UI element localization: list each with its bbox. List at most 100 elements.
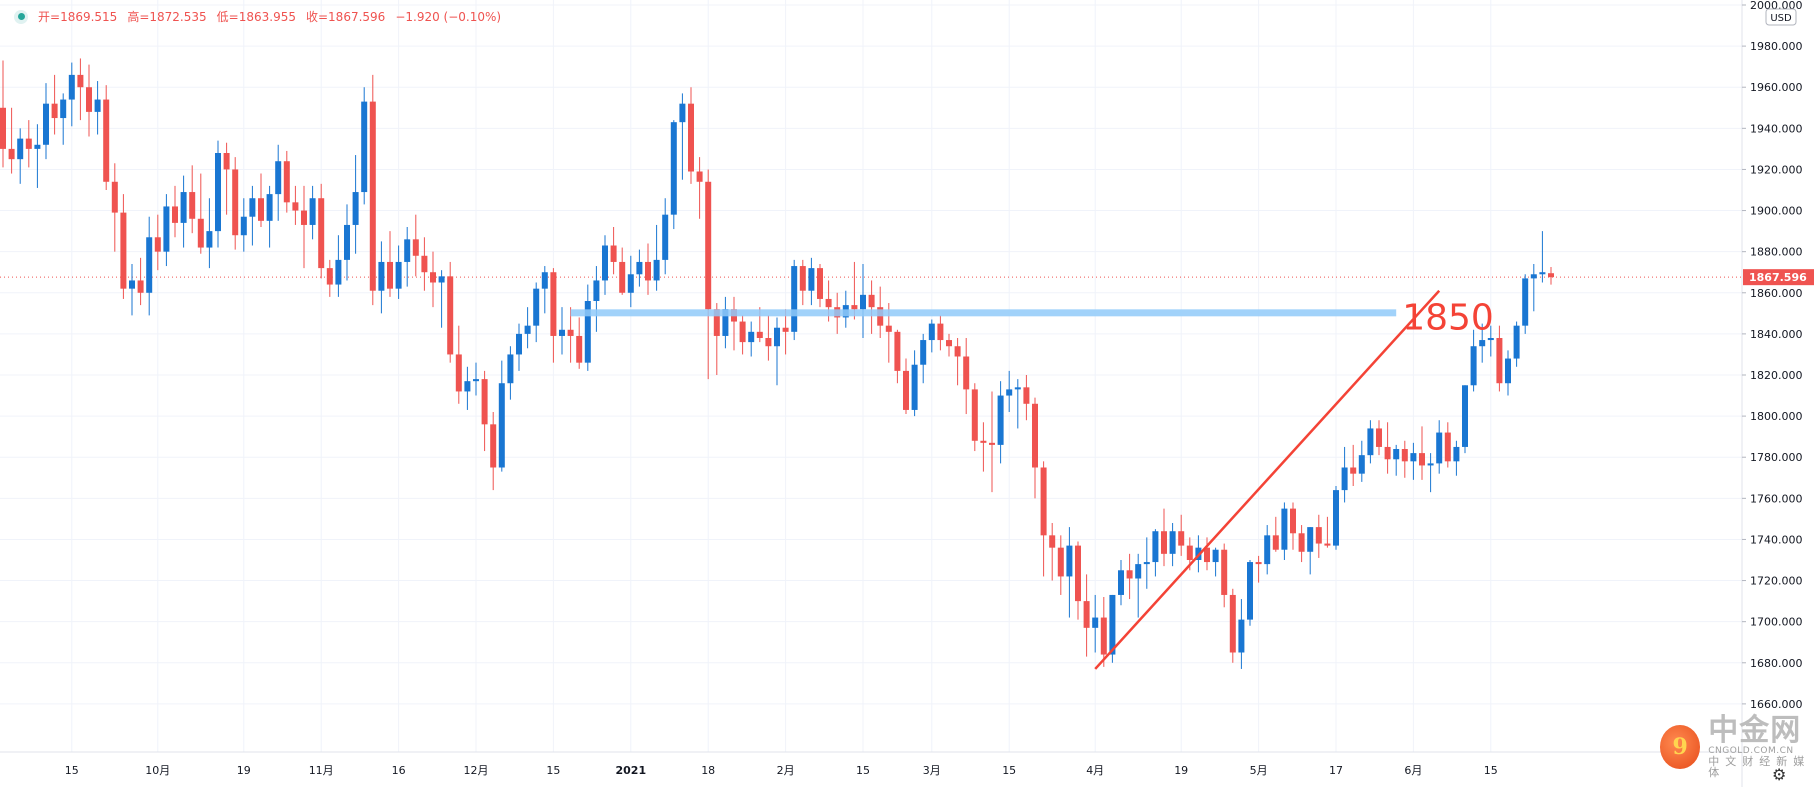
candle	[275, 144, 282, 221]
candle-body	[1462, 385, 1468, 447]
candle-body	[0, 107, 6, 149]
watermark-logo-icon: 9	[1660, 725, 1701, 770]
candle-body	[1367, 428, 1374, 456]
candle	[1092, 594, 1099, 653]
candle-body	[1247, 562, 1253, 620]
candle-body	[473, 379, 479, 382]
ohlc-legend: 开=1869.515 高=1872.535 低=1863.955 收=1867.…	[14, 8, 501, 25]
candle	[516, 323, 522, 371]
candle-body	[799, 266, 806, 291]
candle-body	[283, 161, 290, 203]
candle	[1229, 588, 1236, 663]
candle	[1444, 422, 1451, 468]
candle-body	[516, 333, 522, 355]
candle	[1066, 527, 1073, 618]
candle	[43, 83, 49, 160]
candle	[129, 264, 135, 316]
candle-body	[550, 272, 557, 336]
candle	[1006, 370, 1013, 412]
candle-body	[817, 268, 823, 299]
candle-body	[791, 266, 798, 332]
candle-body	[1470, 346, 1477, 386]
candle-body	[154, 237, 161, 252]
candle	[1530, 264, 1537, 312]
candle-body	[593, 280, 600, 301]
grid	[0, 0, 1742, 752]
candle	[1135, 553, 1142, 618]
candle-body	[920, 340, 927, 365]
candle	[533, 282, 540, 343]
time-axis[interactable]: 15 10月 19 11月 16 12月 15 2021 18 2月 15 3月 15 4月 19 5月 17 6…	[0, 751, 1742, 777]
candle	[1487, 325, 1494, 357]
candle-body	[1229, 594, 1236, 653]
trendline[interactable]	[1094, 289, 1441, 670]
gear-icon[interactable]: ⚙	[1772, 765, 1787, 784]
candle-body	[645, 261, 651, 281]
candle-body	[808, 268, 815, 291]
candle	[1178, 514, 1185, 556]
candle-body	[1169, 531, 1176, 554]
candle-body	[68, 74, 75, 100]
candle	[980, 422, 987, 472]
candle	[868, 280, 875, 334]
candle	[1255, 555, 1262, 583]
support-line[interactable]	[570, 309, 1397, 317]
candle	[894, 329, 901, 384]
time-tick-label: 6月	[1404, 764, 1422, 777]
candle	[1419, 426, 1425, 480]
candle	[602, 235, 608, 295]
candle	[490, 412, 497, 491]
candle	[215, 140, 221, 248]
drawings: 1850	[570, 289, 1494, 670]
candle-body	[756, 331, 763, 338]
candle	[1238, 599, 1245, 669]
candle	[507, 346, 514, 400]
time-tick-label: 5月	[1250, 764, 1268, 777]
candle-body	[137, 280, 144, 293]
candle	[0, 60, 6, 168]
candle-body	[430, 272, 436, 283]
price-tick-label: 1700.000	[1750, 616, 1803, 629]
candle	[1161, 508, 1167, 567]
price-tick-label: 1740.000	[1750, 533, 1803, 546]
candle-body	[120, 212, 127, 289]
candle	[387, 231, 393, 297]
candle-body	[412, 239, 419, 256]
candle-body	[1049, 535, 1056, 548]
candle	[258, 173, 264, 227]
candle	[1453, 440, 1460, 476]
ohlc-open: 开=1869.515	[38, 10, 118, 24]
candle-body	[1513, 325, 1520, 359]
candle-body	[653, 259, 660, 281]
candle-body	[1358, 455, 1365, 474]
candle	[34, 124, 41, 188]
candle-body	[318, 198, 325, 269]
candle	[197, 173, 204, 254]
candle	[283, 150, 290, 213]
candle	[1401, 440, 1408, 478]
candle	[1436, 420, 1443, 474]
candle-body	[739, 321, 746, 343]
candle	[696, 157, 703, 219]
candle	[903, 358, 909, 415]
candle-body	[1505, 358, 1511, 384]
currency-badge[interactable]	[1765, 8, 1797, 26]
candle	[318, 183, 325, 279]
candle	[688, 87, 694, 184]
candle-body	[541, 272, 548, 289]
candle-body	[301, 210, 307, 225]
candle-body	[894, 331, 901, 371]
candle	[292, 185, 299, 225]
candle-body	[1135, 564, 1142, 579]
time-tick-label: 15	[1002, 764, 1016, 777]
candle-body	[1023, 387, 1030, 404]
candle	[180, 175, 187, 248]
candle-body	[189, 192, 196, 219]
price-axis[interactable]: 2000.0001980.0001960.0001940.0001920.000…	[1741, 0, 1817, 787]
candle	[1384, 422, 1391, 474]
candle-body	[584, 301, 591, 363]
candle	[1023, 375, 1030, 421]
candle-body	[1264, 535, 1271, 565]
candle	[842, 290, 849, 328]
